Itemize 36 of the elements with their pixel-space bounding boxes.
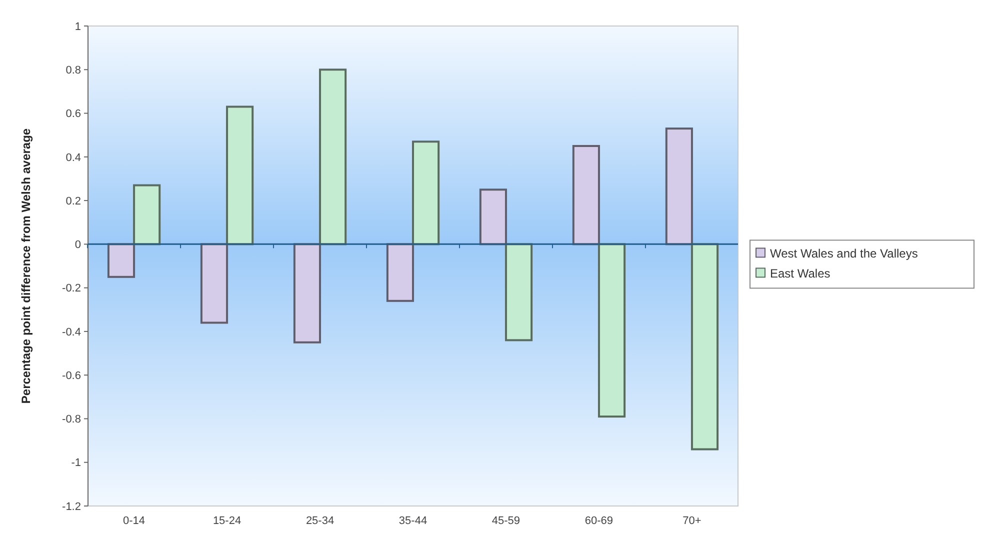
bar	[226, 106, 254, 246]
bar	[293, 243, 322, 344]
bar	[598, 243, 626, 418]
bar	[386, 243, 414, 302]
bar	[690, 243, 719, 450]
y-tick-label: 0	[74, 239, 81, 252]
y-tick-label: -0.6	[62, 370, 81, 382]
y-tick-label: 0.6	[66, 108, 81, 120]
y-tick-label: -0.2	[62, 282, 81, 295]
y-tick-label: -1.2	[62, 500, 81, 513]
y-tick-label: 0.2	[66, 195, 81, 208]
bar	[107, 243, 136, 278]
bar	[479, 188, 507, 246]
x-tick-label: 45-59	[492, 515, 520, 527]
x-tick-label: 15-24	[212, 515, 242, 527]
y-tick-label: 1	[74, 20, 81, 33]
bar	[319, 68, 347, 246]
legend-label: East Wales	[770, 266, 830, 280]
y-axis-title: Percentage point difference from Welsh average	[19, 128, 33, 404]
bar	[665, 128, 693, 246]
x-tick-label: 0-14	[123, 515, 146, 527]
x-tick-label: 60-69	[584, 515, 614, 527]
y-tick-label: 0.8	[66, 64, 81, 76]
y-tick-label: -1	[71, 457, 81, 470]
x-tick-label: 25-34	[306, 515, 334, 527]
y-tick-label: -0.8	[62, 414, 81, 426]
bar	[200, 243, 228, 324]
bar	[412, 140, 440, 246]
x-tick-label: 70+	[682, 515, 702, 527]
bar	[504, 243, 533, 342]
legend-label: West Wales and the Valleys	[770, 246, 918, 260]
x-tick-label: 35-44	[398, 515, 428, 527]
bar	[572, 145, 600, 246]
y-tick-label: -0.4	[62, 326, 81, 338]
y-tick-label: 0.4	[66, 152, 81, 164]
bar	[133, 184, 161, 246]
